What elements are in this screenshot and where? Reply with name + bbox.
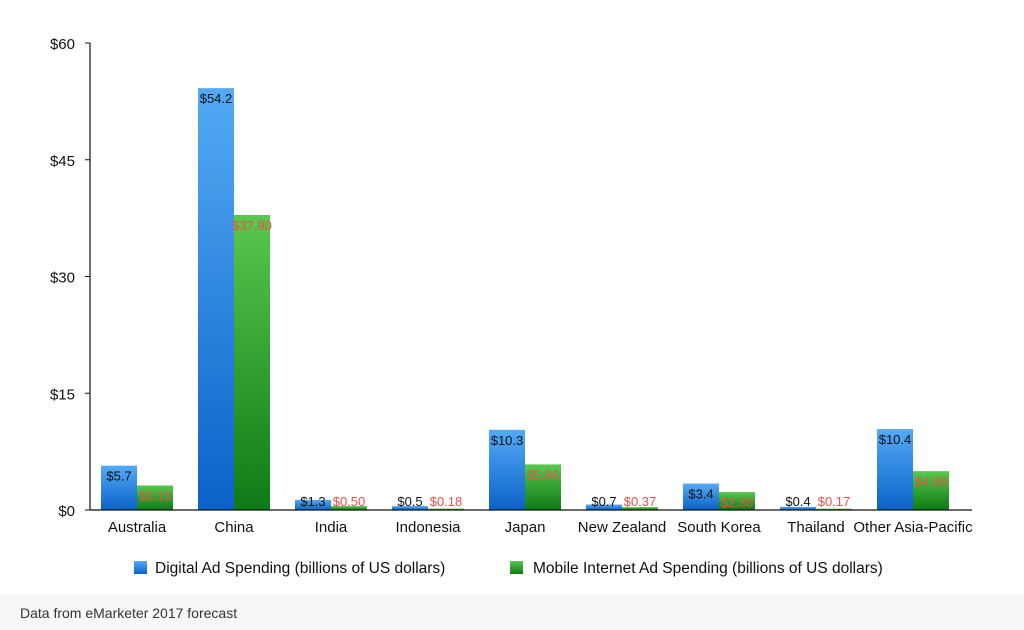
legend-swatch bbox=[134, 561, 147, 574]
y-tick-label: $15 bbox=[50, 386, 75, 403]
y-tick-label: $60 bbox=[50, 36, 75, 53]
x-tick-label-japan: Japan bbox=[505, 519, 546, 536]
x-tick-label-indonesia: Indonesia bbox=[395, 519, 461, 536]
bars-layer bbox=[101, 88, 949, 511]
bar-digital-thailand bbox=[780, 506, 816, 510]
bar-digital-south-korea bbox=[683, 483, 719, 510]
data-label-digital-australia: $5.7 bbox=[106, 469, 131, 484]
data-label-mobile-japan: $5.86 bbox=[527, 467, 560, 482]
legend-item-digital: Digital Ad Spending (billions of US doll… bbox=[134, 560, 445, 577]
data-label-mobile-thailand: $0.17 bbox=[818, 494, 851, 509]
bar-labels-layer: $5.7 $3.15 $54.2 $37.90 $1.3 $0.50 $0.5 $0.18 $1… bbox=[106, 91, 947, 510]
legend-swatch bbox=[510, 561, 523, 574]
x-tick-label-new-zealand: New Zealand bbox=[578, 519, 666, 536]
data-label-digital-china: $54.2 bbox=[200, 91, 233, 106]
bar-mobile-south-korea bbox=[719, 492, 755, 510]
data-label-mobile-other-asia-pacific: $4.99 bbox=[915, 474, 948, 489]
x-tick-label-australia: Australia bbox=[108, 519, 167, 536]
bar-digital-indonesia bbox=[392, 506, 428, 510]
x-tick-label-thailand: Thailand bbox=[787, 519, 845, 536]
y-tick-label: $45 bbox=[50, 153, 75, 170]
x-axis-labels: Australia China India Indonesia Japan New Zea… bbox=[108, 519, 973, 536]
bar-digital-japan bbox=[489, 429, 525, 510]
bar-digital-australia bbox=[101, 465, 137, 510]
footnote-bar: Data from eMarketer 2017 forecast bbox=[0, 594, 1024, 630]
bar-mobile-india bbox=[331, 506, 367, 510]
data-label-mobile-new-zealand: $0.37 bbox=[624, 494, 657, 509]
data-label-digital-other-asia-pacific: $10.4 bbox=[879, 432, 912, 447]
bar-mobile-china bbox=[234, 215, 270, 511]
bar-mobile-japan bbox=[525, 464, 561, 510]
legend-label: Mobile Internet Ad Spending (billions of… bbox=[533, 560, 883, 577]
bar-mobile-indonesia bbox=[428, 508, 464, 510]
data-label-mobile-south-korea: $2.30 bbox=[721, 495, 754, 510]
y-tick-label: $0 bbox=[58, 503, 75, 520]
data-label-digital-new-zealand: $0.7 bbox=[591, 494, 616, 509]
legend-label: Digital Ad Spending (billions of US doll… bbox=[155, 560, 445, 577]
bar-digital-china bbox=[198, 88, 234, 510]
data-label-mobile-australia: $3.15 bbox=[139, 488, 172, 503]
bar-digital-india bbox=[295, 499, 331, 510]
bar-mobile-thailand bbox=[816, 508, 852, 510]
bar-digital-new-zealand bbox=[586, 504, 622, 510]
footnote-text: Data from eMarketer 2017 forecast bbox=[20, 605, 238, 621]
data-label-mobile-india: $0.50 bbox=[333, 494, 366, 509]
data-label-digital-japan: $10.3 bbox=[491, 433, 524, 448]
bar-mobile-australia bbox=[137, 485, 173, 510]
data-label-digital-south-korea: $3.4 bbox=[688, 487, 713, 502]
bar-mobile-new-zealand bbox=[622, 507, 658, 510]
legend: Digital Ad Spending (billions of US doll… bbox=[134, 560, 883, 577]
y-axis-ticks: $0 $15 $30 $45 $60 bbox=[50, 36, 90, 520]
bar-digital-other-asia-pacific bbox=[877, 429, 913, 510]
data-label-digital-indonesia: $0.5 bbox=[397, 494, 422, 509]
bar-chart: $0$15$30$45$60 $5.7$3.15$54.2$37.90$1.3 $… bbox=[50, 36, 973, 577]
x-tick-label-south-korea: South Korea bbox=[677, 519, 761, 536]
y-tick-label: $30 bbox=[50, 270, 75, 287]
legend-item-mobile: Mobile Internet Ad Spending (billions of… bbox=[510, 560, 883, 577]
x-tick-label-china: China bbox=[214, 519, 254, 536]
data-label-mobile-china: $37.90 bbox=[232, 218, 272, 233]
data-label-digital-thailand: $0.4 bbox=[785, 494, 810, 509]
bar-mobile-other-asia-pacific bbox=[913, 471, 949, 510]
data-label-mobile-indonesia: $0.18 bbox=[430, 494, 463, 509]
data-label-digital-india: $1.3 bbox=[300, 494, 325, 509]
x-tick-label-other-asia-pacific: Other Asia-Pacific bbox=[853, 519, 973, 536]
axes-layer bbox=[89, 43, 972, 511]
x-tick-label-india: India bbox=[315, 519, 348, 536]
